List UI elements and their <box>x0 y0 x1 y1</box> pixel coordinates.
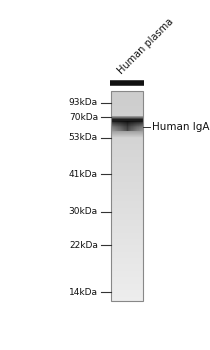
Text: 22kDa: 22kDa <box>69 241 98 250</box>
Text: 93kDa: 93kDa <box>69 98 98 107</box>
Text: 41kDa: 41kDa <box>69 169 98 178</box>
Text: Human IgA: Human IgA <box>152 122 209 132</box>
Text: 30kDa: 30kDa <box>69 207 98 216</box>
Text: 70kDa: 70kDa <box>69 113 98 122</box>
Text: 53kDa: 53kDa <box>69 133 98 142</box>
Bar <box>111 91 143 301</box>
Text: 14kDa: 14kDa <box>69 288 98 296</box>
Text: Human plasma: Human plasma <box>116 16 176 76</box>
